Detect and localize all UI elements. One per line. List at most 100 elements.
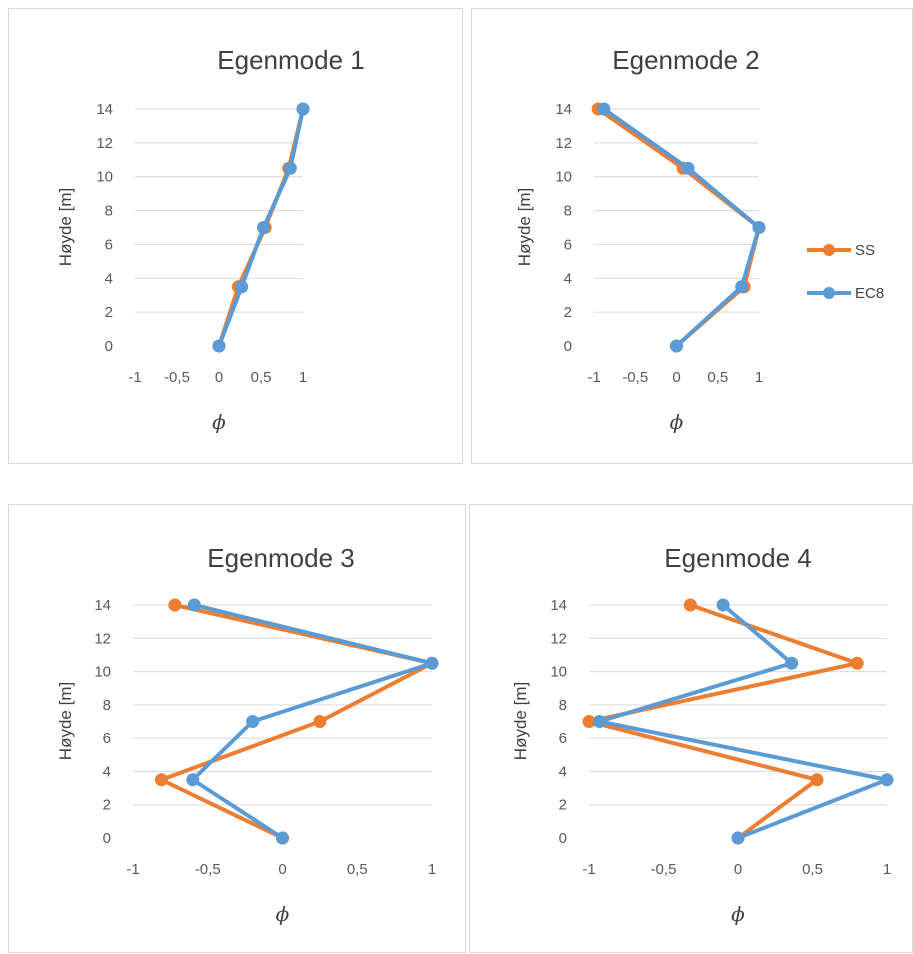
x-tick-label: -0,5 [164, 369, 190, 386]
y-tick-label: 12 [96, 135, 113, 152]
chart-title: Egenmode 3 [207, 543, 354, 573]
x-tick-label: -1 [126, 861, 139, 878]
chart-panel-2: Egenmode 2 SS EC8 0 2 4 6 8 10 12 14 -1 -0,5 0 0,5 1… [471, 8, 913, 464]
legend-label-ec8: EC8 [855, 285, 884, 302]
gridlines [589, 605, 887, 805]
y-tick-label: 14 [94, 597, 111, 614]
data-point-ec8 [597, 103, 610, 116]
gridlines [135, 109, 303, 312]
chart-2: Egenmode 2 SS EC8 02468101214-1 -0,5 0 0,5 1… [472, 9, 913, 465]
data-point-ec8 [297, 103, 310, 116]
data-point-ec8 [188, 599, 201, 612]
y-tick-label: 10 [555, 169, 572, 186]
y-tick-label: 12 [94, 630, 111, 647]
y-tick-label: 0 [105, 338, 113, 355]
y-axis-ticks: 0 2 4 6 8 10 12 14 [96, 101, 113, 355]
chart-title: Egenmode 1 [217, 45, 364, 75]
data-point-ec8 [682, 162, 695, 175]
series-line-ec8 [604, 109, 759, 346]
y-axis-ticks: 0 2 4 6 8 10 12 14 [94, 597, 111, 847]
y-axis-label: Høyde [m] [515, 188, 534, 266]
x-axis-ticks: -1 -0,5 0 0,5 1 [126, 861, 436, 878]
y-tick-label: 0 [559, 830, 567, 847]
x-axis-ticks: -1 -0,5 0 0,5 1 [587, 369, 763, 386]
series-line-ec8 [193, 605, 432, 838]
y-tick-label: 2 [103, 797, 111, 814]
x-tick-label: 0 [672, 369, 680, 386]
x-tick-label: 1 [428, 861, 436, 878]
data-point-ss [155, 773, 168, 786]
y-tick-label: 6 [564, 236, 572, 253]
series-ec8 [186, 599, 438, 845]
y-tick-label: 0 [103, 830, 111, 847]
y-tick-label: 2 [559, 797, 567, 814]
legend-item-ec8: EC8 [807, 285, 884, 302]
y-tick-label: 14 [550, 597, 567, 614]
data-point-ec8 [717, 599, 730, 612]
data-point-ec8 [235, 280, 248, 293]
x-axis-label: ϕ [731, 902, 745, 926]
x-axis-label: ϕ [670, 410, 684, 434]
y-tick-label: 4 [103, 763, 111, 780]
series-ec8 [597, 103, 765, 353]
x-tick-label: 0,5 [251, 369, 272, 386]
data-point-ss [168, 599, 181, 612]
y-tick-label: 12 [550, 630, 567, 647]
x-tick-label: 0 [734, 861, 742, 878]
data-point-ec8 [881, 773, 894, 786]
series-line-ss [161, 605, 432, 838]
x-tick-label: -1 [582, 861, 595, 878]
legend: SS EC8 [807, 242, 884, 302]
data-point-ss [684, 599, 697, 612]
data-point-ec8 [284, 162, 297, 175]
x-tick-label: 1 [755, 369, 763, 386]
series-ec8 [593, 599, 894, 845]
chart-panel-3: Egenmode 3 0 2 4 6 8 10 12 14 -1 -0,5 0 0,5 1 Høyde [… [8, 504, 466, 953]
x-tick-label: -0,5 [195, 861, 221, 878]
data-point-ec8 [670, 340, 683, 353]
y-tick-label: 6 [103, 730, 111, 747]
y-axis-ticks: 0 2 4 6 8 10 12 14 [550, 597, 567, 847]
x-tick-label: -1 [587, 369, 600, 386]
chart-3: Egenmode 3 0 2 4 6 8 10 12 14 -1 -0,5 0 0,5 1 Høyde [… [9, 505, 467, 954]
chart-panel-4: Egenmode 4 0 2 4 6 8 10 12 14 -1 -0,5 0 0,5 1 Høyde [… [469, 504, 913, 953]
y-tick-label: 6 [105, 236, 113, 253]
y-axis-label: Høyde [m] [56, 188, 75, 266]
x-axis-label: ϕ [212, 410, 226, 434]
x-axis-ticks: -1 -0,5 0 0,5 1 [128, 369, 307, 386]
chart-1: Egenmode 1 0 2 4 6 8 10 12 14 -1 -0,5 0 0,5 1 Høyde [… [9, 9, 464, 465]
y-tick-label: 2 [564, 304, 572, 321]
data-point-ec8 [426, 657, 439, 670]
data-point-ss [810, 773, 823, 786]
x-tick-label: 1 [883, 861, 891, 878]
x-tick-label: -0,5 [651, 861, 677, 878]
x-tick-label: 0,5 [707, 369, 728, 386]
y-tick-label: 14 [96, 101, 113, 118]
y-tick-label: 10 [96, 169, 113, 186]
y-tick-label: 4 [564, 270, 572, 287]
data-point-ec8 [276, 832, 289, 845]
series-ss [592, 103, 766, 353]
x-tick-label: 1 [299, 369, 307, 386]
legend-item-ss: SS [807, 242, 875, 259]
y-tick-label: 8 [105, 203, 113, 220]
y-tick-label: 0 [564, 338, 572, 355]
y-tick-label: 14 [555, 101, 572, 118]
series-ss [583, 599, 864, 845]
data-point-ss [313, 715, 326, 728]
y-tick-label: 10 [94, 664, 111, 681]
y-tick-label: 8 [103, 697, 111, 714]
legend-marker-ec8 [823, 287, 835, 299]
series-line-ss [589, 605, 857, 838]
y-tick-label: 6 [559, 730, 567, 747]
data-point-ec8 [213, 340, 226, 353]
series-line-ec8 [599, 605, 887, 838]
data-point-ss [851, 657, 864, 670]
data-point-ec8 [593, 715, 606, 728]
legend-label-ss: SS [855, 242, 875, 259]
data-point-ec8 [246, 715, 259, 728]
y-tick-label: 8 [559, 697, 567, 714]
x-tick-label: -0,5 [622, 369, 648, 386]
legend-marker-ss [823, 244, 835, 256]
y-axis-label: Høyde [m] [511, 682, 530, 760]
